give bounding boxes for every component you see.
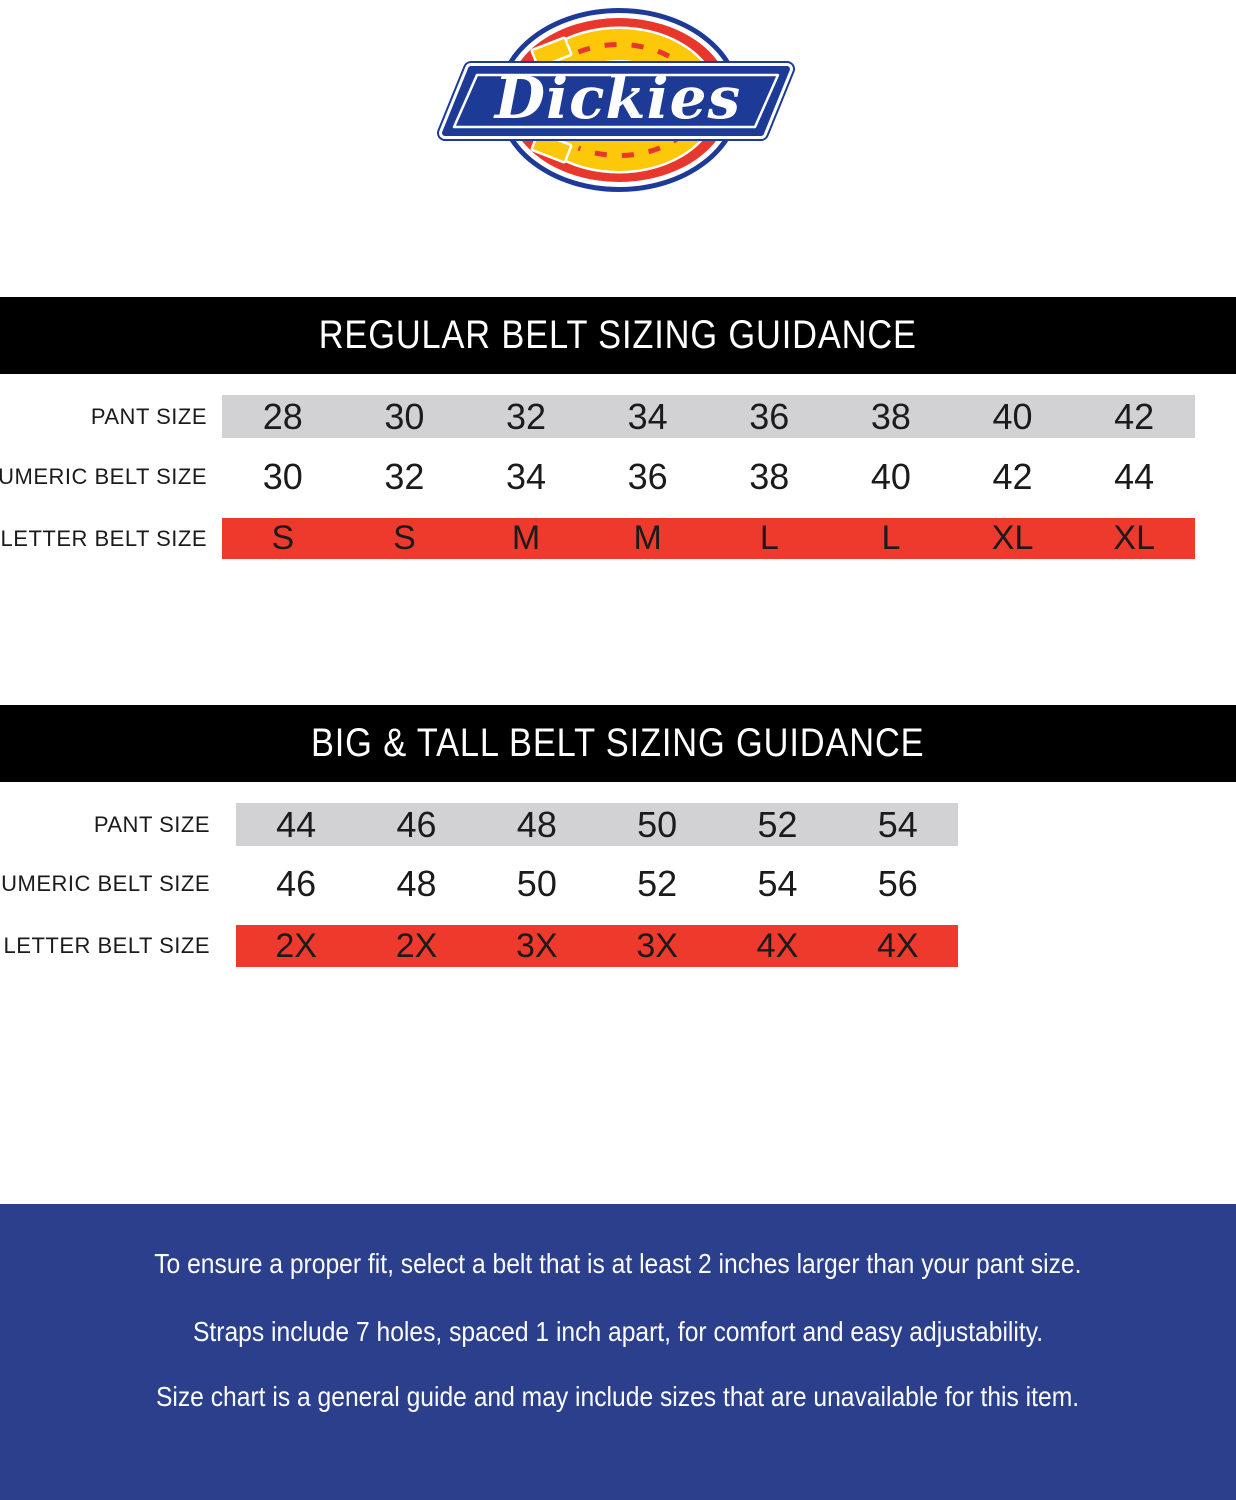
row-label: PANT SIZE bbox=[90, 403, 207, 429]
fit-note: Straps include 7 holes, spaced 1 inch ap… bbox=[0, 1316, 1236, 1348]
fit-note: To ensure a proper fit, select a belt th… bbox=[0, 1248, 1236, 1280]
big-tall-section-banner: BIG & TALL BELT SIZING GUIDANCE bbox=[0, 705, 1236, 782]
size-cell: 54 bbox=[877, 803, 918, 845]
fit-note-text: To ensure a proper fit, select a belt th… bbox=[154, 1248, 1082, 1279]
size-cell: M bbox=[633, 519, 662, 557]
size-cell: S bbox=[271, 519, 295, 557]
size-cell: S bbox=[393, 519, 416, 557]
size-cell: 2X bbox=[395, 926, 438, 965]
size-cell: 50 bbox=[637, 803, 678, 845]
size-cell: 32 bbox=[506, 395, 547, 437]
size-cell: M bbox=[511, 519, 541, 557]
size-cell: 52 bbox=[757, 803, 798, 845]
size-cell: 36 bbox=[749, 395, 790, 437]
row-label: NUMERIC BELT SIZE bbox=[0, 464, 207, 489]
letter-belt-size-values: S S M M L L XL XL bbox=[222, 518, 1195, 559]
size-cell: 40 bbox=[870, 456, 911, 497]
logo-banner-keyline bbox=[452, 73, 780, 129]
size-cell: 54 bbox=[757, 863, 798, 904]
size-cell: 48 bbox=[516, 803, 557, 845]
numeric-belt-size-values: 30 32 34 36 38 40 42 44 bbox=[222, 452, 1195, 502]
size-cell: 36 bbox=[627, 456, 668, 497]
size-cell: XL bbox=[991, 519, 1034, 557]
letter-belt-size-values: 2X 2X 3X 3X 4X 4X bbox=[236, 925, 958, 967]
size-cell: XL bbox=[1113, 519, 1155, 557]
size-cell: 38 bbox=[870, 395, 911, 437]
horseshoe-stitches bbox=[577, 42, 703, 158]
big-tall-section-title: BIG & TALL BELT SIZING GUIDANCE bbox=[311, 721, 925, 765]
size-cell: 42 bbox=[1114, 395, 1155, 437]
size-cell: 46 bbox=[276, 863, 317, 904]
fit-note: Size chart is a general guide and may in… bbox=[0, 1381, 1236, 1413]
size-cell: 52 bbox=[637, 863, 678, 904]
numeric-belt-size-values: 46 48 50 52 54 56 bbox=[236, 859, 958, 909]
size-cell: 40 bbox=[992, 395, 1033, 437]
size-cell: 44 bbox=[276, 803, 317, 845]
fit-note-text: Straps include 7 holes, spaced 1 inch ap… bbox=[192, 1316, 1044, 1347]
row-label: LETTER BELT SIZE bbox=[3, 933, 210, 958]
fit-note-text: Size chart is a general guide and may in… bbox=[156, 1381, 1080, 1412]
regular-section-title: REGULAR BELT SIZING GUIDANCE bbox=[318, 313, 918, 357]
size-cell: 48 bbox=[396, 863, 437, 904]
size-cell: 38 bbox=[749, 456, 790, 497]
size-cell: 4X bbox=[756, 926, 799, 965]
size-cell: L bbox=[881, 519, 901, 557]
row-label: NUMERIC BELT SIZE bbox=[0, 871, 210, 896]
dickies-logo: Dickies bbox=[431, 4, 803, 204]
size-cell: 4X bbox=[877, 926, 919, 965]
size-cell: 28 bbox=[262, 395, 303, 437]
size-cell: 42 bbox=[992, 456, 1033, 497]
fit-notes-panel: To ensure a proper fit, select a belt th… bbox=[0, 1204, 1236, 1500]
logo-banner bbox=[442, 66, 790, 136]
logo-wordmark: Dickies bbox=[493, 64, 741, 132]
size-cell: 44 bbox=[1114, 456, 1155, 497]
size-cell: 50 bbox=[516, 863, 557, 904]
pant-size-values: 28 30 32 34 36 38 40 42 bbox=[222, 395, 1195, 438]
size-cell: 46 bbox=[396, 803, 437, 845]
size-cell: 34 bbox=[627, 395, 668, 437]
size-cell: 2X bbox=[275, 926, 317, 965]
row-label: PANT SIZE bbox=[93, 811, 210, 837]
size-cell: 34 bbox=[506, 456, 547, 497]
size-cell: L bbox=[759, 519, 779, 557]
size-cell: 3X bbox=[636, 926, 678, 965]
dickies-logo-art: Dickies bbox=[437, 8, 795, 192]
size-cell: 30 bbox=[384, 395, 425, 437]
regular-section-banner: REGULAR BELT SIZING GUIDANCE bbox=[0, 297, 1236, 374]
size-cell: 30 bbox=[262, 456, 303, 497]
pant-size-values: 44 46 48 50 52 54 bbox=[236, 803, 958, 846]
row-label: LETTER BELT SIZE bbox=[0, 525, 207, 551]
size-cell: 32 bbox=[384, 456, 425, 497]
size-cell: 56 bbox=[877, 863, 918, 904]
size-cell: 3X bbox=[516, 926, 558, 965]
